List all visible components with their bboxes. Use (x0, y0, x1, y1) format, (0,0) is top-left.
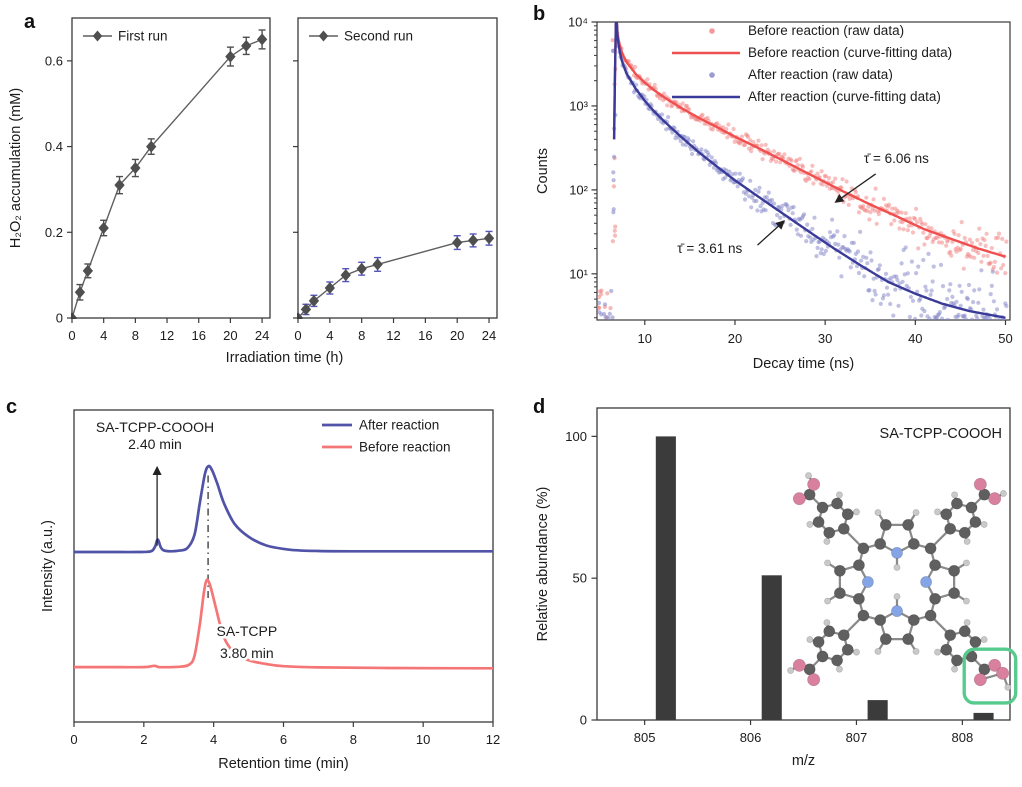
svg-text:8: 8 (358, 328, 365, 343)
svg-text:100: 100 (565, 429, 587, 444)
subplot-second-run (297, 230, 495, 319)
svg-text:10¹: 10¹ (569, 266, 588, 281)
svg-text:12: 12 (386, 328, 400, 343)
legend-first-run: First run (83, 29, 168, 44)
svg-text:20: 20 (450, 328, 464, 343)
svg-text:10: 10 (416, 732, 430, 747)
svg-text:First run: First run (118, 29, 168, 44)
panel-label-c: c (6, 396, 18, 418)
panel-d-mass-spectrum-chart: 0 50 100 805 806 807 808 m/z Relative abundance … (535, 407, 1018, 769)
svg-text:24: 24 (482, 328, 496, 343)
coooh-highlight-box (962, 647, 1018, 705)
svg-text:0: 0 (70, 732, 77, 747)
svg-text:6: 6 (280, 732, 287, 747)
svg-text:40: 40 (908, 331, 922, 346)
x-axis-title: Retention time (min) (218, 756, 349, 772)
before-reaction-fit-line (612, 22, 1006, 258)
svg-text:10: 10 (638, 331, 652, 346)
svg-text:807: 807 (846, 730, 868, 745)
legend-second-run: Second run (309, 29, 413, 44)
svg-text:12: 12 (486, 732, 500, 747)
panel-a-h2o2-accumulation-chart: 0 0.2 0.4 0.6 0 4 8 12 16 20 24 First run 0 4 8 12 16 20 2… (8, 17, 498, 366)
x-axis-title: Irradiation time (h) (226, 350, 344, 366)
after-reaction-fit-line (612, 22, 1006, 319)
y-axis-title: H₂O₂ accumulation (mM) (8, 88, 24, 248)
tau-annotation: τ̄ = 6.06 ns (864, 151, 929, 166)
run-line (71, 38, 263, 319)
svg-text:Second run: Second run (344, 29, 413, 44)
after-reaction-trace (74, 464, 493, 554)
svg-text:2: 2 (140, 732, 147, 747)
svg-text:806: 806 (740, 730, 762, 745)
svg-text:16: 16 (191, 328, 205, 343)
svg-text:805: 805 (634, 730, 656, 745)
molecule-title: SA-TCPP-COOOH (880, 426, 1002, 442)
panel-label-a: a (24, 11, 36, 33)
legend-label: Before reaction (359, 440, 451, 455)
svg-text:0: 0 (580, 713, 587, 728)
legend-label: After reaction (359, 418, 439, 433)
tau-annotation: τ̄ = 3.61 ns (677, 241, 742, 256)
svg-text:16: 16 (418, 328, 432, 343)
panel-label-d: d (533, 396, 546, 418)
peak2-label: SA-TCPP (216, 623, 277, 639)
subplot-first-run (71, 29, 268, 319)
svg-text:20: 20 (728, 331, 742, 346)
x-axis-title: m/z (792, 753, 815, 769)
legend-label: Before reaction (curve-fitting data) (748, 45, 952, 60)
molecule-structure (787, 472, 1018, 705)
svg-text:10³: 10³ (569, 98, 588, 113)
peak2-time: 3.80 min (220, 645, 274, 661)
legend-label: After reaction (raw data) (748, 67, 893, 82)
svg-text:30: 30 (818, 331, 832, 346)
panel-label-b: b (533, 3, 546, 25)
isotope-bars (655, 436, 994, 720)
panel-c-chromatogram-chart: 0 2 4 6 8 10 12 Retention time (min) Intensity (… (40, 409, 500, 772)
y-axis-title: Intensity (a.u.) (40, 520, 56, 612)
svg-text:24: 24 (255, 328, 269, 343)
run-line (297, 237, 490, 319)
panel-b-fluorescence-decay-chart: 10¹ 10² 10³ 10⁴ 10 20 30 40 50 Decay time (ns) Cou… (535, 15, 1013, 373)
svg-text:8: 8 (132, 328, 139, 343)
svg-text:10⁴: 10⁴ (568, 15, 588, 30)
svg-text:4: 4 (100, 328, 107, 343)
y-axis-title: Counts (535, 148, 551, 194)
svg-text:10²: 10² (569, 182, 588, 197)
svg-text:0: 0 (68, 328, 75, 343)
svg-text:0: 0 (56, 311, 63, 326)
before-reaction-trace (74, 578, 494, 670)
svg-text:4: 4 (210, 732, 217, 747)
svg-text:4: 4 (326, 328, 333, 343)
svg-text:12: 12 (160, 328, 174, 343)
svg-text:8: 8 (350, 732, 357, 747)
legend-label: After reaction (curve-fitting data) (748, 89, 941, 104)
peak1-label: SA-TCPP-COOOH (96, 419, 214, 435)
svg-text:0.2: 0.2 (45, 225, 63, 240)
legend-label: Before reaction (raw data) (748, 23, 904, 38)
svg-text:0: 0 (294, 328, 301, 343)
svg-text:0.6: 0.6 (45, 53, 63, 68)
svg-text:20: 20 (223, 328, 237, 343)
y-axis-title: Relative abundance (%) (535, 487, 551, 642)
peak1-time: 2.40 min (128, 436, 182, 452)
svg-text:50: 50 (998, 331, 1012, 346)
x-axis-title: Decay time (ns) (753, 356, 855, 372)
svg-text:0.4: 0.4 (45, 139, 63, 154)
svg-text:50: 50 (573, 571, 587, 586)
svg-text:808: 808 (951, 730, 973, 745)
